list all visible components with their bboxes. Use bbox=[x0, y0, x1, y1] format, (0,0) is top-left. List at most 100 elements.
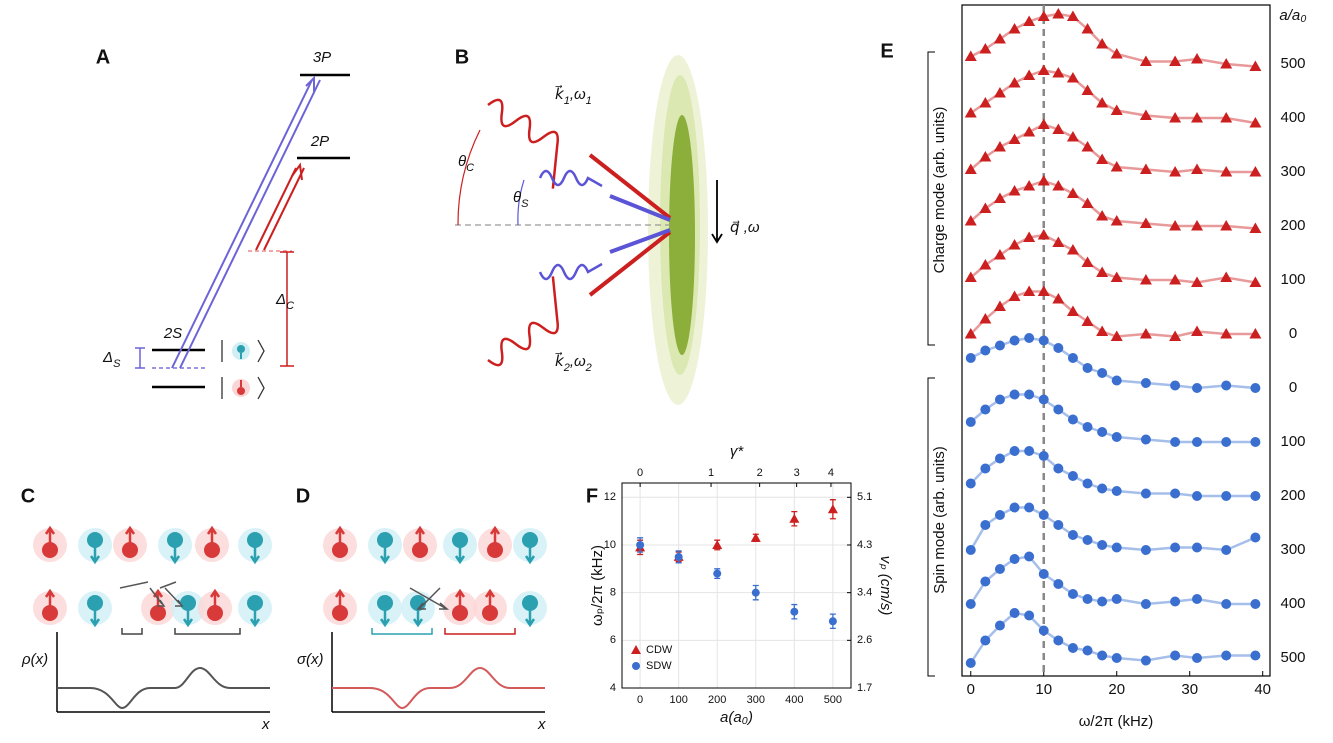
delta-c-label-part: Δ bbox=[275, 291, 286, 308]
data-point bbox=[1221, 650, 1232, 661]
data-point bbox=[965, 417, 976, 427]
data-point bbox=[1140, 378, 1151, 388]
data-point bbox=[1170, 437, 1181, 447]
data-point bbox=[1038, 394, 1049, 405]
data-point bbox=[1249, 276, 1262, 287]
data-point bbox=[1008, 77, 1021, 88]
sphere bbox=[412, 542, 428, 558]
data-point bbox=[964, 50, 977, 61]
data-point bbox=[1110, 48, 1123, 59]
data-point bbox=[1221, 491, 1232, 501]
series-label: 400 bbox=[1280, 109, 1305, 126]
data-point bbox=[1220, 271, 1233, 282]
data-point bbox=[1066, 305, 1079, 316]
sphere bbox=[522, 595, 538, 611]
data-point bbox=[828, 617, 837, 626]
delta-c-label-part: C bbox=[286, 300, 294, 312]
spin-arrow bbox=[484, 588, 496, 606]
data-point bbox=[993, 141, 1006, 152]
data-point bbox=[1037, 118, 1050, 129]
data-point bbox=[1009, 554, 1020, 564]
data-point bbox=[1008, 133, 1021, 144]
data-point bbox=[993, 249, 1006, 260]
spin-arrow bbox=[44, 525, 56, 543]
spin-arrow bbox=[414, 525, 426, 543]
data-point bbox=[1097, 596, 1108, 607]
data-point bbox=[1081, 315, 1094, 326]
data-point bbox=[1066, 10, 1079, 21]
data-point bbox=[1170, 542, 1181, 553]
fit-curve bbox=[969, 506, 1256, 552]
lattice-diagram bbox=[33, 525, 547, 628]
data-point bbox=[1220, 328, 1233, 339]
data-point bbox=[1052, 180, 1065, 191]
spin-arrow bbox=[412, 610, 424, 628]
x-tick-label: 0 bbox=[637, 694, 643, 706]
data-point bbox=[1096, 97, 1109, 108]
spin-arrow bbox=[334, 588, 346, 606]
y2-tick-label: 1.7 bbox=[857, 682, 872, 694]
legend-label: CDW bbox=[646, 644, 673, 656]
data-point bbox=[1081, 256, 1094, 267]
data-point bbox=[1066, 131, 1079, 142]
data-point bbox=[994, 620, 1005, 631]
data-point bbox=[1220, 220, 1233, 231]
series-label: 100 bbox=[1280, 433, 1305, 450]
panel-label: C bbox=[21, 485, 35, 507]
x2-axis-label: γ* bbox=[730, 443, 745, 460]
data-point bbox=[1082, 363, 1093, 373]
plot-frame bbox=[961, 4, 1271, 677]
theta-s-label-part: θ bbox=[513, 189, 521, 206]
data-point bbox=[1053, 520, 1064, 530]
data-point bbox=[1096, 38, 1109, 49]
data-point bbox=[1192, 542, 1203, 553]
series-label: 300 bbox=[1280, 541, 1305, 558]
density-plots bbox=[56, 581, 545, 713]
sphere bbox=[377, 595, 393, 611]
panel-a-diagram bbox=[135, 73, 350, 400]
data-point bbox=[1037, 285, 1050, 296]
spin-sphere bbox=[443, 588, 477, 625]
k2-label-part: ,ω bbox=[570, 353, 586, 370]
data-point bbox=[994, 340, 1005, 351]
x-tick-label: 10 bbox=[1035, 681, 1052, 698]
legend-label: SDW bbox=[646, 660, 672, 672]
x-tick-label: 500 bbox=[824, 694, 842, 706]
data-point bbox=[1052, 293, 1065, 304]
x-tick-label: 0 bbox=[967, 681, 975, 698]
spin-sphere bbox=[78, 528, 112, 565]
data-point bbox=[1052, 67, 1065, 78]
spin-sphere bbox=[171, 591, 205, 628]
spin-sphere bbox=[158, 528, 192, 565]
data-point bbox=[1169, 220, 1182, 231]
sphere bbox=[87, 595, 103, 611]
data-point bbox=[1067, 589, 1078, 599]
series-label: 200 bbox=[1280, 217, 1305, 234]
plot-frame bbox=[621, 482, 852, 689]
data-point bbox=[1191, 220, 1204, 231]
data-point bbox=[713, 569, 722, 578]
group-bracket bbox=[927, 377, 935, 677]
level-label: 3P bbox=[313, 49, 331, 66]
spin-arrow bbox=[454, 547, 466, 565]
data-point bbox=[1111, 653, 1122, 663]
y2-tick-label: 4.3 bbox=[857, 539, 872, 551]
data-point bbox=[980, 635, 991, 646]
data-point bbox=[1008, 239, 1021, 250]
data-point bbox=[1008, 290, 1021, 301]
y-tick-label: 12 bbox=[604, 491, 616, 503]
x-tick-label: 30 bbox=[1181, 681, 1198, 698]
data-point bbox=[979, 259, 992, 270]
data-point bbox=[994, 394, 1005, 405]
group-bracket bbox=[927, 51, 935, 346]
y-tick-label: 10 bbox=[604, 539, 616, 551]
data-point bbox=[964, 271, 977, 282]
data-point bbox=[993, 33, 1006, 44]
panel-label: B bbox=[455, 46, 469, 68]
data-point bbox=[994, 510, 1005, 520]
sphere bbox=[204, 542, 220, 558]
sphere bbox=[377, 532, 393, 548]
spin-arrow bbox=[209, 588, 221, 606]
